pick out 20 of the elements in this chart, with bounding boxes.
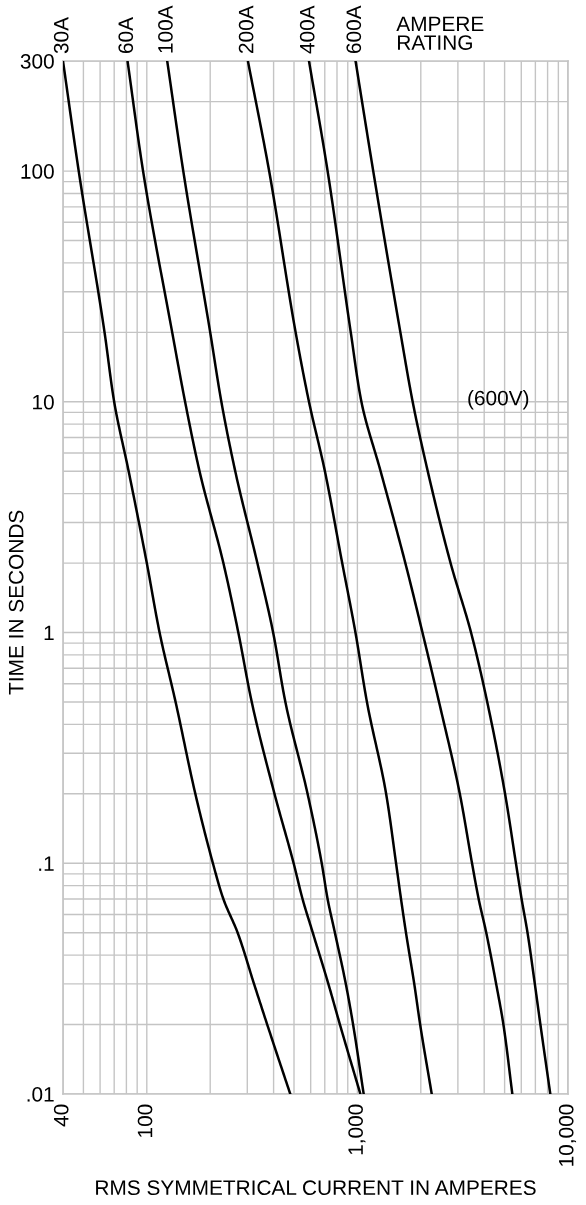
y-tick-label: 100 bbox=[21, 164, 54, 179]
text: 600A bbox=[346, 5, 362, 53]
x-tick-label: 1,000 bbox=[348, 1104, 366, 1155]
text: 60A bbox=[118, 17, 134, 53]
text: 400A bbox=[299, 5, 315, 54]
annotation: (600V) bbox=[468, 390, 529, 410]
y-axis-title: TIME IN SECONDS bbox=[8, 510, 24, 695]
x-tick-label: 10,000 bbox=[558, 1104, 577, 1166]
x-axis-title: RMS SYMMETRICAL CURRENT IN AMPERES bbox=[96, 1180, 536, 1196]
y-tick-label: 1 bbox=[44, 625, 54, 641]
legend-title: AMPERE RATING bbox=[396, 16, 484, 50]
text: 100A bbox=[158, 5, 173, 53]
y-tick-label: 300 bbox=[20, 54, 54, 69]
text: 200A bbox=[238, 5, 254, 54]
y-tick-label: .01 bbox=[27, 1087, 54, 1102]
text: 30A bbox=[53, 17, 69, 54]
x-tick-label: 100 bbox=[137, 1104, 153, 1137]
x-tick-label: 40 bbox=[53, 1104, 69, 1127]
y-tick-label: .1 bbox=[39, 856, 54, 871]
y-tick-label: 10 bbox=[33, 394, 54, 410]
